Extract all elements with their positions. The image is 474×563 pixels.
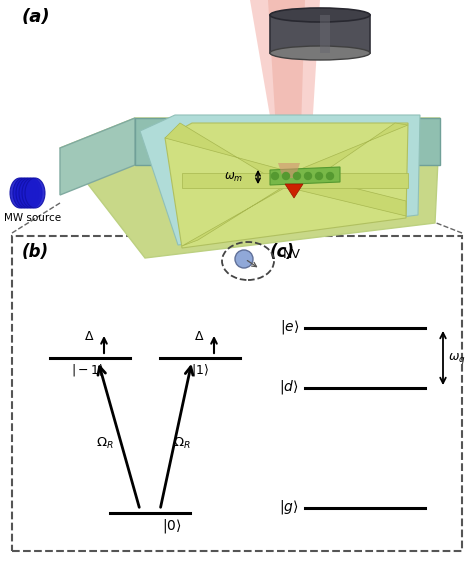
Text: $|-1\rangle$: $|-1\rangle$: [72, 362, 105, 378]
Polygon shape: [60, 118, 135, 195]
Polygon shape: [60, 118, 440, 258]
Ellipse shape: [10, 178, 30, 208]
Text: (c): (c): [270, 243, 295, 261]
Polygon shape: [270, 167, 340, 185]
Text: $|0\rangle$: $|0\rangle$: [162, 517, 182, 535]
Polygon shape: [270, 15, 370, 53]
Circle shape: [304, 172, 311, 180]
Circle shape: [316, 172, 322, 180]
Text: $\Delta$: $\Delta$: [193, 329, 204, 342]
Polygon shape: [135, 118, 440, 165]
Polygon shape: [140, 115, 420, 245]
Polygon shape: [278, 163, 300, 178]
Polygon shape: [165, 123, 408, 248]
Polygon shape: [286, 175, 406, 216]
Circle shape: [327, 172, 334, 180]
Text: $\omega_m$: $\omega_m$: [224, 171, 243, 184]
Polygon shape: [286, 123, 408, 187]
Polygon shape: [285, 184, 303, 198]
Text: $|g\rangle$: $|g\rangle$: [279, 498, 299, 516]
Ellipse shape: [16, 178, 36, 208]
Circle shape: [283, 172, 290, 180]
Polygon shape: [320, 15, 330, 53]
Ellipse shape: [19, 178, 39, 208]
FancyBboxPatch shape: [12, 236, 462, 551]
Ellipse shape: [270, 46, 370, 60]
Ellipse shape: [25, 178, 45, 208]
Ellipse shape: [22, 178, 42, 208]
Text: $\Omega_R$: $\Omega_R$: [173, 435, 191, 450]
Polygon shape: [182, 173, 408, 188]
Text: $|1\rangle$: $|1\rangle$: [191, 362, 209, 378]
Text: $\Omega_R$: $\Omega_R$: [96, 435, 114, 450]
Polygon shape: [165, 123, 302, 187]
Circle shape: [272, 172, 279, 180]
Ellipse shape: [270, 8, 370, 22]
Text: (b): (b): [22, 243, 49, 261]
Circle shape: [235, 250, 253, 268]
Polygon shape: [268, 0, 305, 163]
Text: (a): (a): [22, 8, 51, 26]
Circle shape: [293, 172, 301, 180]
Text: $\Delta$: $\Delta$: [83, 329, 94, 342]
Text: MW source: MW source: [4, 213, 61, 223]
Text: NV: NV: [283, 248, 301, 261]
Polygon shape: [182, 175, 302, 246]
Text: $\omega_q$: $\omega_q$: [448, 351, 465, 365]
Ellipse shape: [13, 178, 33, 208]
Text: $|d\rangle$: $|d\rangle$: [279, 378, 299, 396]
Polygon shape: [250, 0, 320, 163]
Text: $|e\rangle$: $|e\rangle$: [280, 318, 299, 336]
